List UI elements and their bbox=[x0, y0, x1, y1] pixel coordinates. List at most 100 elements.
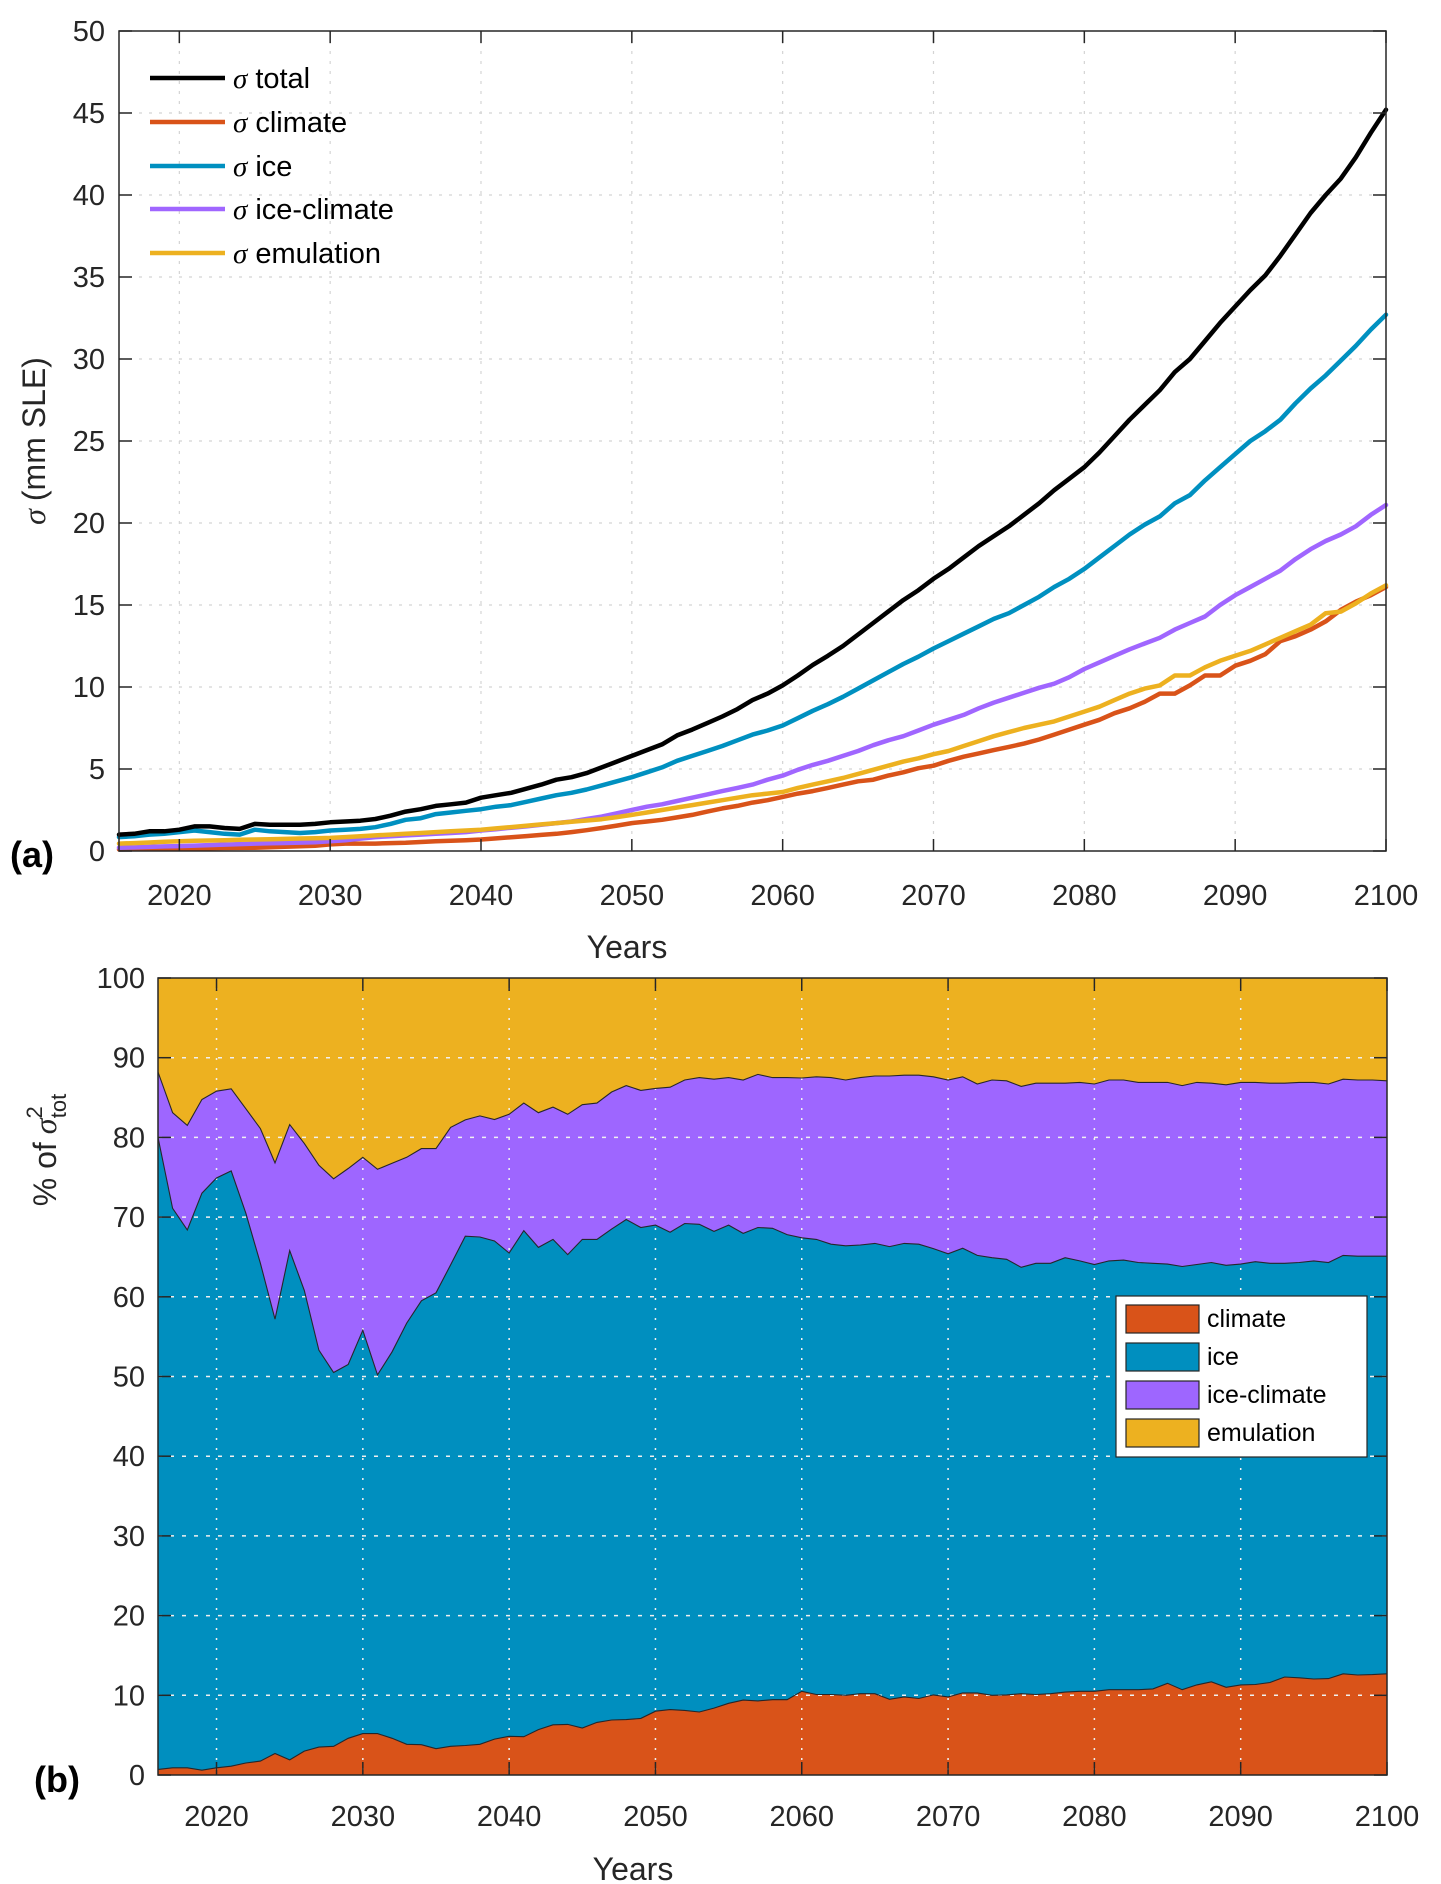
y-tick-label-70: 70 bbox=[113, 1202, 145, 1234]
y-tick-label-10: 10 bbox=[73, 672, 105, 704]
y-tick-label-30: 30 bbox=[73, 344, 105, 376]
panel-a-y-tick-labels: 0 5 10 15 20 25 30 35 40 45 50 bbox=[73, 16, 105, 868]
boundary-ice bbox=[157, 1137, 1387, 1377]
sigma-symbol: σ bbox=[27, 1117, 63, 1134]
legend-label-ice-climate: ice-climate bbox=[1207, 1381, 1326, 1409]
y-tick-label-80: 80 bbox=[113, 1122, 145, 1154]
x-tick-label-2030: 2030 bbox=[331, 1801, 396, 1833]
legend-item-ice: σ ice bbox=[150, 151, 292, 183]
x-tick-label-2090: 2090 bbox=[1203, 880, 1268, 912]
y-tick-label-15: 15 bbox=[73, 590, 105, 622]
panel-a-x-axis-title: Years bbox=[587, 929, 668, 965]
y-tick-label-5: 5 bbox=[89, 754, 105, 786]
y-tick-label-20: 20 bbox=[113, 1601, 145, 1633]
y-tick-label-60: 60 bbox=[113, 1282, 145, 1314]
sigma-symbol: σ bbox=[16, 508, 52, 525]
area-climate bbox=[158, 1673, 1387, 1775]
panel-b-boundaries bbox=[157, 1071, 1388, 1771]
line-ice bbox=[116, 312, 1389, 840]
x-tick-label-2050: 2050 bbox=[600, 880, 665, 912]
legend-label-emulation: emulation bbox=[1207, 1419, 1315, 1447]
panel-a-grid bbox=[119, 31, 1386, 851]
legend-item-ice-climate: σ ice-climate bbox=[150, 194, 394, 226]
x-tick-label-2030: 2030 bbox=[298, 880, 363, 912]
legend-text-total: total bbox=[255, 63, 310, 95]
x-tick-label-2080: 2080 bbox=[1062, 1801, 1127, 1833]
legend-label-total: σ total bbox=[233, 63, 310, 95]
line-total bbox=[116, 107, 1389, 837]
legend-text-emulation: emulation bbox=[255, 238, 381, 270]
panel-b-ticks bbox=[158, 977, 1388, 1776]
panel-b-legend: climate ice ice-climate emulation bbox=[1115, 1295, 1368, 1458]
legend-item-emulation: σ emulation bbox=[150, 238, 381, 270]
y-tick-label-45: 45 bbox=[73, 98, 105, 130]
x-tick-label-2060: 2060 bbox=[750, 880, 815, 912]
legend-swatch-ice-climate bbox=[1125, 1380, 1200, 1410]
y-tick-label-30: 30 bbox=[113, 1521, 145, 1553]
x-tick-label-2070: 2070 bbox=[901, 880, 966, 912]
legend-label-ice: σ ice bbox=[233, 151, 292, 183]
x-tick-label-2090: 2090 bbox=[1208, 1801, 1273, 1833]
legend-item-total: σ total bbox=[150, 63, 310, 95]
sigma-symbol: σ bbox=[233, 107, 249, 139]
legend-swatch-ice bbox=[1125, 1342, 1200, 1372]
y-tick-label-0: 0 bbox=[129, 1760, 145, 1792]
y-tick-label-100: 100 bbox=[97, 963, 145, 995]
legend-label-climate: climate bbox=[1207, 1305, 1286, 1333]
legend-text-ice: ice bbox=[255, 151, 292, 183]
x-tick-label-2040: 2040 bbox=[449, 880, 514, 912]
panel-b-x-tick-labels: 2020 2030 2040 2050 2060 2070 2080 2090 2100 bbox=[184, 1801, 1419, 1833]
legend-label-ice-climate: σ ice-climate bbox=[233, 194, 394, 226]
panel-a-label: (a) bbox=[10, 834, 54, 875]
line-emulation bbox=[116, 583, 1389, 846]
x-tick-label-2020: 2020 bbox=[184, 1801, 249, 1833]
legend-text-climate: climate bbox=[255, 107, 347, 139]
panel-b-y-tick-labels: 0 10 20 30 40 50 60 70 80 90 100 bbox=[97, 963, 145, 1792]
area-ice-climate bbox=[158, 1072, 1387, 1375]
panel-b-y-axis-prefix: % of bbox=[27, 1142, 63, 1206]
y-tick-label-35: 35 bbox=[73, 262, 105, 294]
panel-b-grid bbox=[158, 978, 1387, 1775]
y-tick-label-25: 25 bbox=[73, 426, 105, 458]
x-tick-label-2020: 2020 bbox=[147, 880, 212, 912]
legend-label-ice: ice bbox=[1207, 1343, 1239, 1371]
area-ice bbox=[158, 1137, 1387, 1771]
boundary-ice-climate bbox=[157, 1071, 1388, 1180]
legend-item-climate: σ climate bbox=[150, 107, 347, 139]
legend-item-climate: climate bbox=[1125, 1304, 1286, 1334]
panel-b-x-axis-title: Years bbox=[593, 1851, 674, 1884]
sigma-symbol: σ bbox=[233, 151, 249, 183]
legend-swatch-emulation bbox=[1125, 1418, 1200, 1448]
panel-b-areas bbox=[158, 978, 1387, 1775]
legend-text-ice-climate: ice-climate bbox=[255, 194, 394, 226]
panel-b-y-axis-title: % of σ2tot bbox=[22, 1094, 71, 1207]
boundary-climate bbox=[157, 1673, 1388, 1771]
panel-a-y-axis-unit: (mm SLE) bbox=[16, 357, 52, 501]
y-tick-label-90: 90 bbox=[113, 1043, 145, 1075]
panel-a-ticks bbox=[119, 30, 1387, 852]
legend-item-ice: ice bbox=[1125, 1342, 1239, 1372]
sigma-symbol: σ bbox=[233, 238, 249, 270]
x-tick-label-2050: 2050 bbox=[623, 1801, 688, 1833]
y-tick-label-20: 20 bbox=[73, 508, 105, 540]
panel-b-label: (b) bbox=[34, 1759, 80, 1800]
y-tick-label-0: 0 bbox=[89, 836, 105, 868]
legend-label-emulation: σ emulation bbox=[233, 238, 381, 270]
subscript-tot: tot bbox=[46, 1094, 71, 1118]
x-tick-label-2100: 2100 bbox=[1355, 1801, 1420, 1833]
y-tick-label-50: 50 bbox=[73, 16, 105, 48]
panel-a-x-tick-labels: 2020 2030 2040 2050 2060 2070 2080 2090 2100 bbox=[147, 880, 1418, 912]
superscript-2: 2 bbox=[22, 1106, 47, 1118]
legend-label-climate: σ climate bbox=[233, 107, 347, 139]
x-tick-label-2100: 2100 bbox=[1354, 880, 1419, 912]
legend-item-ice-climate: ice-climate bbox=[1125, 1380, 1326, 1410]
y-tick-label-10: 10 bbox=[113, 1680, 145, 1712]
y-tick-label-40: 40 bbox=[73, 180, 105, 212]
panel-a: 0 5 10 15 20 25 30 35 40 45 50 2020 2030 2040 2050 206… bbox=[10, 16, 1418, 965]
area-emulation bbox=[158, 978, 1387, 1179]
sigma-symbol: σ bbox=[233, 63, 249, 95]
legend-swatch-climate bbox=[1125, 1304, 1200, 1334]
